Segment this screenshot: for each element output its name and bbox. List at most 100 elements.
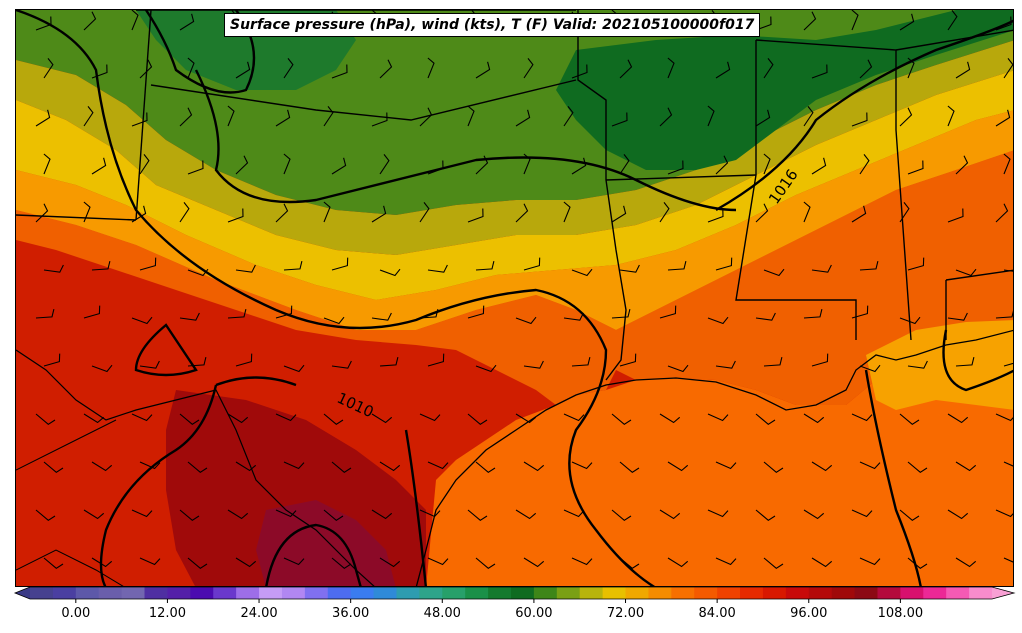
- wind-barb: [715, 360, 736, 369]
- wind-barb: [131, 205, 147, 223]
- wind-barb: [955, 356, 975, 367]
- wind-barb: [475, 61, 491, 79]
- wind-barb: [323, 316, 345, 325]
- colorbar-tick-label: 84.00: [699, 606, 736, 621]
- wind-barb: [571, 557, 593, 566]
- wind-barb: [523, 360, 544, 369]
- wind-barb: [755, 312, 776, 321]
- wind-barb: [235, 353, 253, 367]
- colorbar-swatch: [30, 587, 54, 599]
- temp-band-olive: [16, 40, 1013, 255]
- wind-barb: [275, 305, 293, 319]
- wind-barb: [907, 160, 924, 175]
- wind-barb: [811, 557, 833, 568]
- wind-barb: [323, 106, 334, 127]
- wind-barb: [379, 59, 393, 79]
- wind-barb: [323, 413, 344, 425]
- wind-barb: [563, 509, 585, 518]
- temp-band-orange: [16, 150, 1013, 405]
- wind-barb: [803, 308, 823, 319]
- wind-barb: [619, 59, 633, 79]
- colorbar-swatch: [167, 587, 191, 599]
- wind-barb: [571, 268, 593, 277]
- wind-barb: [1003, 269, 1013, 272]
- colorbar-swatch: [694, 587, 718, 599]
- wind-barb: [755, 203, 769, 223]
- colorbar-extend-over: [992, 587, 1014, 599]
- wind-barb: [955, 155, 969, 175]
- wind-barb: [475, 364, 497, 373]
- colorbar-swatch: [671, 587, 695, 599]
- wind-barb: [419, 107, 433, 127]
- wind-barb: [803, 11, 817, 31]
- wind-barb: [659, 202, 670, 223]
- wind-barb: [275, 509, 297, 518]
- wind-barb: [763, 58, 774, 79]
- wind-barb: [995, 310, 1013, 319]
- wind-barb: [139, 59, 153, 79]
- wind-barb: [35, 413, 56, 425]
- wind-barb: [907, 557, 928, 569]
- wind-barb: [227, 208, 244, 223]
- wind-barb: [227, 509, 249, 520]
- wind-barb: [379, 356, 399, 367]
- wind-barb: [619, 353, 637, 367]
- wind-barb: [611, 308, 631, 319]
- wind-barb: [811, 461, 833, 472]
- wind-barb: [91, 557, 113, 568]
- colorbar-swatch: [304, 587, 329, 599]
- wind-barb: [131, 316, 153, 325]
- colorbar-swatch: [396, 587, 420, 599]
- colorbar-swatch: [740, 587, 764, 599]
- wind-barb: [667, 557, 689, 568]
- wind-barb: [947, 105, 955, 127]
- colorbar-tick-label: 48.00: [424, 606, 461, 621]
- wind-barb: [83, 106, 94, 127]
- temperature-colorbar: 0.00 12.00 24.00 36.00 48.00 60.00 72.00 84.00 9…: [13, 586, 1016, 621]
- wind-barb: [659, 107, 673, 127]
- wind-barb: [907, 461, 928, 473]
- wind-barb: [515, 413, 537, 424]
- colorbar-swatch: [327, 587, 352, 599]
- wind-barb: [467, 105, 475, 127]
- wind-barb: [707, 105, 715, 127]
- wind-barb: [715, 61, 731, 79]
- wind-barb: [955, 461, 977, 472]
- wind-barb: [83, 413, 105, 424]
- wind-barb: [187, 268, 209, 277]
- wind-barb: [283, 364, 305, 373]
- wind-barb: [611, 112, 628, 127]
- wind-barb: [475, 155, 489, 175]
- wind-barb: [475, 260, 495, 271]
- wind-barb: [427, 57, 435, 79]
- wind-barb: [179, 202, 190, 223]
- wind-barb: [275, 413, 297, 422]
- wind-barb: [1003, 461, 1013, 467]
- wind-barb: [763, 356, 783, 367]
- wind-barb: [571, 461, 593, 470]
- wind-barb: [851, 509, 873, 518]
- wind-barb: [467, 509, 488, 521]
- wind-barb: [35, 308, 55, 319]
- wind-barb: [947, 208, 964, 223]
- wind-barb: [227, 105, 235, 127]
- wind-barb: [995, 16, 1012, 31]
- wind-barb: [43, 153, 51, 175]
- wind-barb: [1003, 58, 1013, 79]
- wind-barb: [755, 509, 776, 521]
- colorbar-tick-label: 12.00: [149, 606, 186, 621]
- wind-barb: [83, 509, 105, 520]
- colorbar-outline: [13, 586, 1016, 600]
- wind-barb: [475, 557, 496, 569]
- wind-barb: [283, 153, 291, 175]
- colorbar-swatch: [717, 587, 741, 599]
- colorbar-swatch: [808, 587, 833, 599]
- wind-barb: [515, 316, 537, 325]
- wind-barb: [611, 413, 632, 425]
- colorbar-swatch: [831, 587, 856, 599]
- colorbar-swatch: [442, 587, 466, 599]
- colorbar-tick-label: 108.00: [878, 606, 924, 621]
- wind-barb: [83, 11, 97, 31]
- wind-barb: [331, 557, 352, 569]
- wind-barb: [235, 264, 256, 273]
